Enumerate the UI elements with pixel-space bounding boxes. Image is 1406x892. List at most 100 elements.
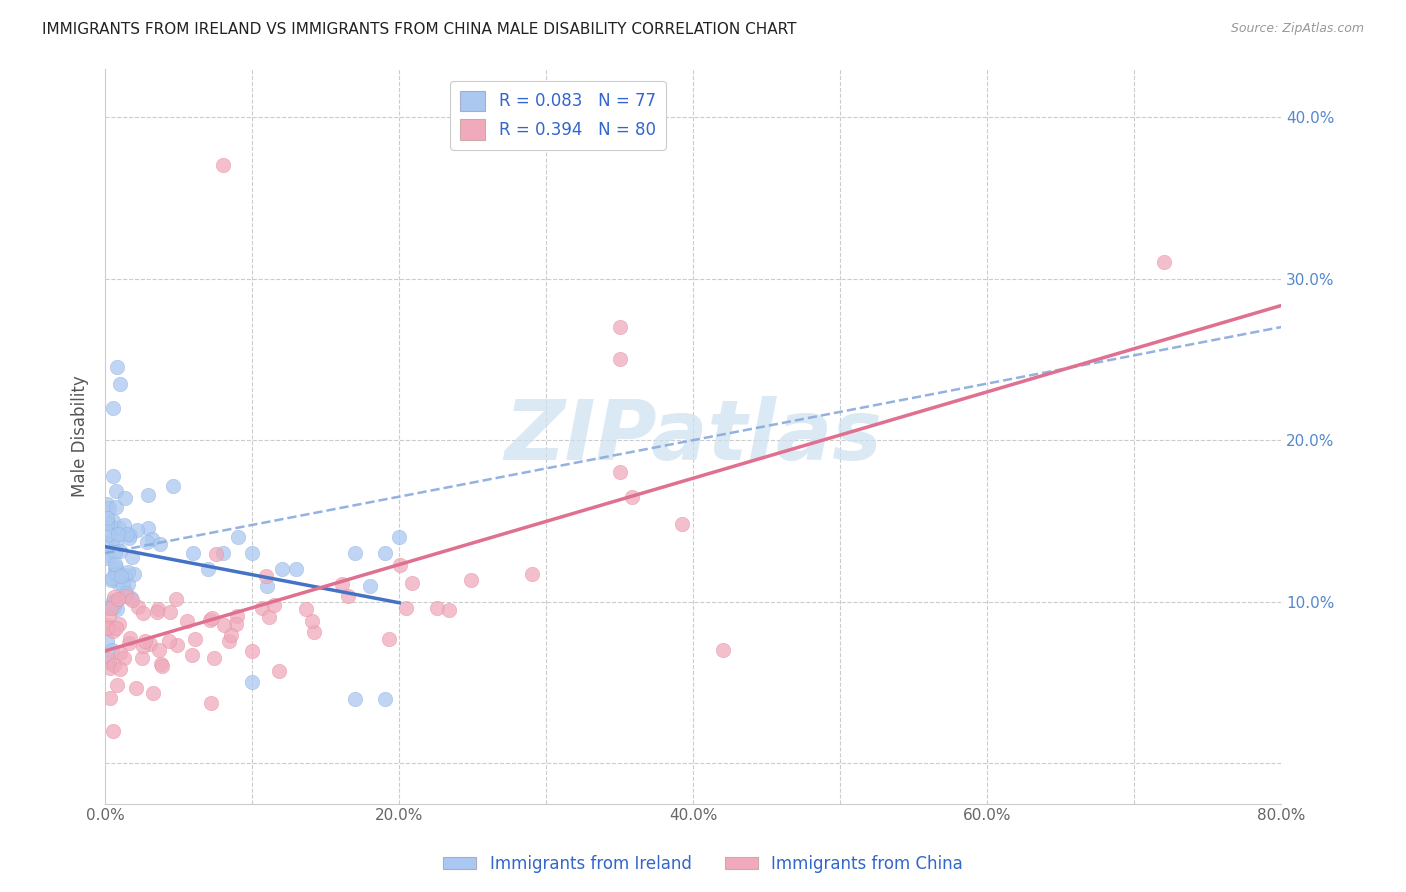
Text: Source: ZipAtlas.com: Source: ZipAtlas.com xyxy=(1230,22,1364,36)
Point xyxy=(103,594,125,608)
Point xyxy=(378,632,401,647)
Text: ZIPatlas: ZIPatlas xyxy=(505,395,882,476)
Point xyxy=(112,518,135,533)
Point xyxy=(122,566,145,581)
Point xyxy=(104,620,127,634)
Point xyxy=(104,562,127,576)
Point xyxy=(240,546,263,560)
Point xyxy=(103,468,125,483)
Point xyxy=(96,618,118,632)
Point xyxy=(359,578,381,592)
Point xyxy=(609,466,631,480)
Point xyxy=(98,690,121,705)
Point xyxy=(98,661,121,675)
Point xyxy=(344,546,367,560)
Point xyxy=(301,614,323,628)
Point xyxy=(176,614,198,628)
Point xyxy=(374,691,396,706)
Point xyxy=(100,601,122,615)
Point xyxy=(98,501,121,516)
Point xyxy=(107,616,129,631)
Point xyxy=(105,360,128,375)
Point xyxy=(711,643,734,657)
Point xyxy=(118,528,141,542)
Point xyxy=(136,521,159,535)
Point xyxy=(96,601,118,615)
Point xyxy=(117,577,139,591)
Point xyxy=(145,605,167,619)
Point xyxy=(110,569,132,583)
Point xyxy=(96,511,118,525)
Point xyxy=(165,592,187,607)
Point xyxy=(96,516,118,530)
Point xyxy=(285,562,308,576)
Point xyxy=(107,526,129,541)
Point xyxy=(110,646,132,660)
Point xyxy=(134,633,156,648)
Point xyxy=(139,637,162,651)
Point xyxy=(330,577,353,591)
Point xyxy=(101,531,124,545)
Point xyxy=(254,569,277,583)
Point xyxy=(107,592,129,607)
Point xyxy=(401,575,423,590)
Point xyxy=(609,352,631,367)
Point xyxy=(395,601,418,615)
Point xyxy=(100,574,122,588)
Point xyxy=(101,624,124,638)
Point xyxy=(150,657,173,672)
Point xyxy=(118,636,141,650)
Point xyxy=(96,621,118,635)
Point xyxy=(111,577,134,591)
Point xyxy=(121,593,143,607)
Legend: R = 0.083   N = 77, R = 0.394   N = 80: R = 0.083 N = 77, R = 0.394 N = 80 xyxy=(450,80,665,150)
Point xyxy=(101,643,124,657)
Point xyxy=(132,606,155,620)
Point xyxy=(212,617,235,632)
Point xyxy=(136,535,159,549)
Point xyxy=(302,625,325,640)
Point xyxy=(201,611,224,625)
Point xyxy=(108,543,131,558)
Point xyxy=(108,376,131,391)
Point xyxy=(159,605,181,619)
Point xyxy=(120,591,142,605)
Point xyxy=(103,590,125,604)
Point xyxy=(115,586,138,600)
Point xyxy=(96,497,118,511)
Point xyxy=(127,600,149,615)
Point xyxy=(389,558,412,572)
Point xyxy=(105,560,128,574)
Point xyxy=(211,158,233,172)
Point xyxy=(136,488,159,502)
Point xyxy=(226,530,249,544)
Point xyxy=(105,678,128,692)
Point xyxy=(104,557,127,571)
Point xyxy=(198,613,221,627)
Point xyxy=(112,651,135,665)
Point xyxy=(127,524,149,538)
Point xyxy=(146,602,169,616)
Point xyxy=(96,633,118,648)
Point xyxy=(105,538,128,552)
Point xyxy=(141,532,163,546)
Point xyxy=(295,601,318,615)
Point xyxy=(150,659,173,673)
Point xyxy=(114,589,136,603)
Point xyxy=(270,562,292,576)
Point xyxy=(101,401,124,415)
Point xyxy=(202,651,225,665)
Point xyxy=(267,664,290,678)
Point xyxy=(671,517,693,532)
Point xyxy=(344,691,367,706)
Point xyxy=(118,531,141,545)
Point xyxy=(263,598,285,612)
Point xyxy=(104,567,127,582)
Point xyxy=(100,599,122,613)
Point xyxy=(609,320,631,334)
Point xyxy=(131,651,153,665)
Point xyxy=(225,617,247,632)
Point xyxy=(426,600,449,615)
Point xyxy=(257,610,280,624)
Point xyxy=(388,530,411,544)
